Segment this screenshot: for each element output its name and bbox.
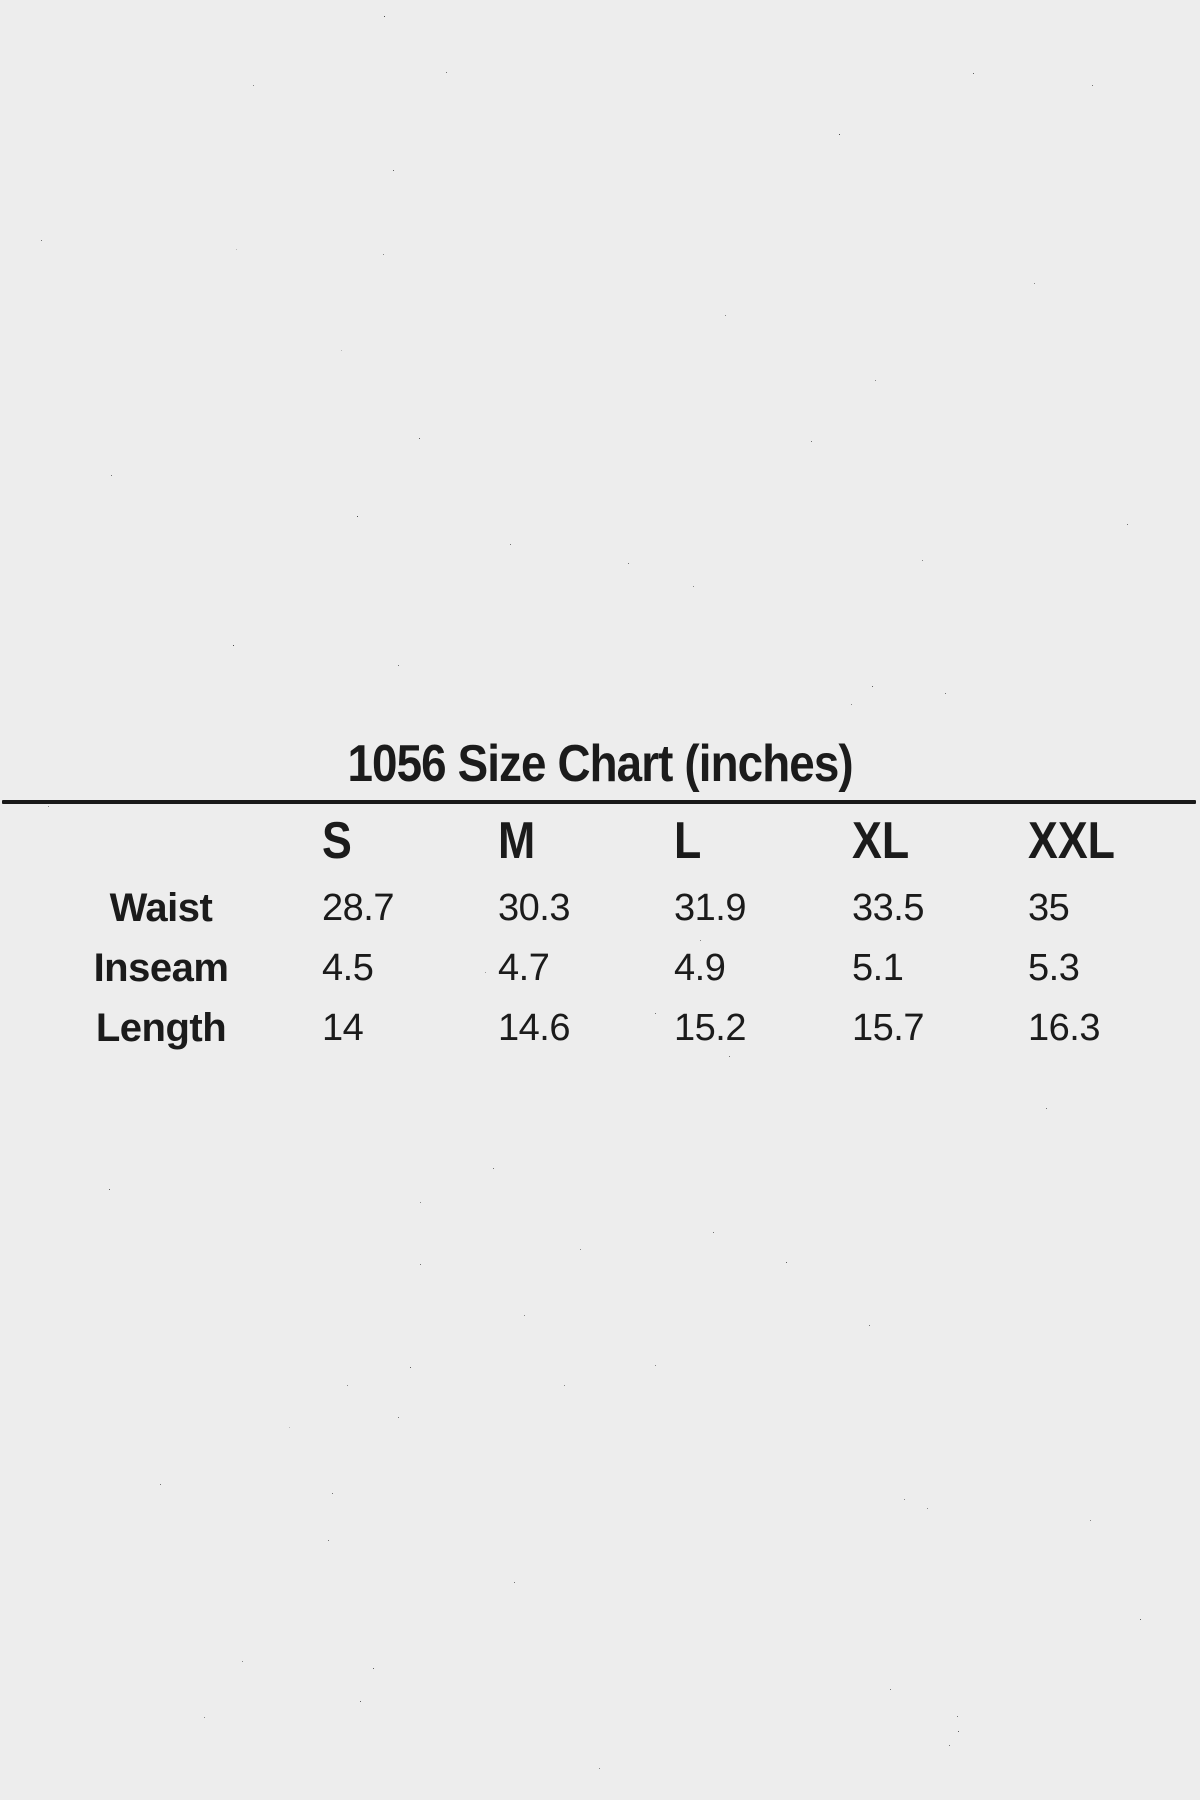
row-label-inseam: Inseam	[93, 945, 229, 990]
length-m-value: 14.6	[498, 1006, 570, 1049]
waist-l-value: 31.9	[674, 886, 746, 929]
column-header-xxl-label: XXL	[1028, 812, 1115, 870]
inseam-s-value: 4.5	[322, 946, 374, 989]
inseam-l-value: 4.9	[674, 946, 726, 989]
column-header-l-label: L	[674, 812, 702, 870]
chart-title-row: 1056 Size Chart (inches)	[0, 738, 1200, 790]
inseam-xxl-value: 5.3	[1028, 946, 1080, 989]
column-header-xl: XL	[852, 804, 1028, 878]
inseam-m-value: 4.7	[498, 946, 550, 989]
length-s-value: 14	[322, 1006, 364, 1049]
row-label-length: Length	[95, 1005, 227, 1050]
length-l-value: 15.2	[674, 1006, 746, 1049]
column-header-s-label: S	[322, 812, 352, 870]
waist-xl-value: 33.5	[852, 886, 924, 929]
header-divider-line	[2, 800, 1196, 804]
column-header-s: S	[322, 804, 498, 878]
inseam-xl-value: 5.1	[852, 946, 904, 989]
column-header-m-label: M	[498, 812, 536, 870]
size-chart: 1056 Size Chart (inches) S M L XL XXL Wa…	[0, 738, 1200, 1058]
column-header-xxl: XXL	[1028, 804, 1200, 878]
column-header-m: M	[498, 804, 674, 878]
chart-title: 1056 Size Chart (inches)	[347, 735, 853, 793]
length-xl-value: 15.7	[852, 1006, 924, 1049]
waist-m-value: 30.3	[498, 886, 570, 929]
length-xxl-value: 16.3	[1028, 1006, 1100, 1049]
column-header-xl-label: XL	[852, 812, 910, 870]
column-header-l: L	[674, 804, 852, 878]
waist-xxl-value: 35	[1028, 886, 1070, 929]
waist-s-value: 28.7	[322, 886, 394, 929]
background-noise	[0, 0, 1, 1]
size-table: S M L XL XXL Waist 28.7 30.3 31.9 33.5 3…	[0, 804, 1200, 1058]
corner-cell	[0, 804, 322, 878]
row-label-waist: Waist	[109, 885, 213, 930]
